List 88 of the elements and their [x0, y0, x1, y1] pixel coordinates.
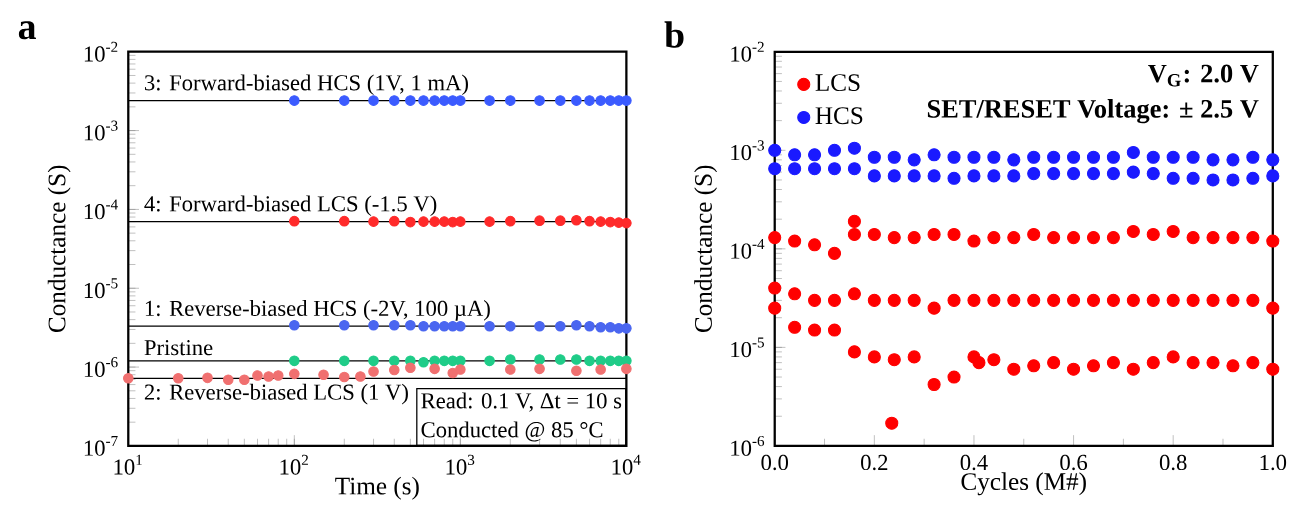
point — [967, 150, 981, 164]
y-tick-label: 10$^{-7}$ — [84, 436, 118, 456]
point — [1226, 153, 1240, 167]
y-tick-label: 10$^{-5}$ — [731, 337, 764, 358]
point — [1126, 145, 1140, 160]
chart-title: b — [664, 21, 684, 48]
point — [867, 150, 881, 164]
y-tick-label: 10$^{-2}$ — [84, 41, 118, 62]
point — [1106, 150, 1120, 164]
y-tick-label: 10$^{-4}$ — [731, 238, 765, 259]
annotation: Read: 0.1 V, Δt = 10 s — [421, 392, 622, 412]
point — [1007, 169, 1021, 183]
y-tick-label: 10$^{-3}$ — [84, 120, 118, 141]
ref-line-label: 1: Reverse-biased HCS (-2V, 100 µA) — [145, 300, 490, 321]
ref-line-label: 3: Forward-biased HCS (1V, 1 mA) — [144, 74, 469, 96]
y-axis-title: Conductance (S) — [694, 165, 718, 333]
y-tick-label: 10$^{-4}$ — [84, 199, 118, 220]
point — [1106, 167, 1120, 181]
annotation: V$_{G}$: 2.0 V — [1148, 64, 1259, 87]
x-tick-label: 0.6 — [1060, 454, 1088, 471]
point — [1086, 167, 1101, 181]
x-axis-title: Time (s) — [335, 476, 419, 500]
point — [887, 169, 901, 183]
annotation: SET/RESET Voltage: ± 2.5 V — [927, 99, 1259, 124]
point — [1166, 150, 1180, 164]
x-tick-label: 1.0 — [1260, 454, 1287, 471]
y-tick-label: 10$^{-6}$ — [731, 435, 765, 456]
x-tick-label: 0.8 — [1159, 454, 1187, 471]
point — [987, 169, 1001, 183]
point — [927, 169, 941, 183]
point — [827, 143, 842, 157]
point — [1086, 150, 1101, 164]
point — [1027, 150, 1041, 164]
point — [1067, 150, 1081, 164]
point — [1246, 171, 1260, 185]
point — [1047, 167, 1061, 181]
point — [1146, 167, 1160, 181]
point — [867, 169, 881, 183]
x-tick-label: 10$^{2}$ — [280, 454, 308, 475]
point — [887, 150, 901, 164]
point — [967, 169, 981, 183]
legend-label: HCS — [815, 107, 863, 125]
x-tick-label: 10$^{1}$ — [114, 454, 142, 475]
point — [1206, 173, 1220, 187]
point — [1186, 171, 1200, 185]
point — [808, 148, 822, 162]
point — [1246, 150, 1260, 164]
ref-line-label: Pristine — [144, 340, 213, 356]
ref-line-label: 2: Reverse-biased LCS (1 V) — [144, 383, 408, 405]
point — [847, 162, 861, 176]
point — [827, 162, 842, 176]
x-tick-label: 0.2 — [861, 454, 888, 471]
point — [1166, 171, 1180, 185]
y-tick-label: 10$^{-5}$ — [84, 278, 118, 299]
point — [1126, 165, 1140, 179]
y-axis-title: Conductance (S) — [47, 165, 71, 333]
point — [768, 143, 782, 157]
legend-label: LCS — [815, 74, 860, 92]
point — [1206, 153, 1220, 167]
point — [947, 171, 961, 185]
point — [1226, 173, 1240, 187]
point — [788, 162, 802, 176]
point — [907, 169, 921, 183]
point — [1067, 167, 1081, 181]
point — [987, 150, 1001, 164]
chart-title: a — [18, 21, 36, 40]
x-axis-title: Cycles (M#) — [961, 472, 1086, 496]
point — [788, 148, 802, 162]
y-tick-label: 10$^{-2}$ — [731, 41, 764, 62]
point — [927, 148, 941, 162]
point — [847, 141, 861, 155]
point — [1027, 167, 1041, 181]
y-tick-label: 10$^{-3}$ — [731, 140, 764, 161]
point — [808, 162, 822, 176]
point — [907, 153, 921, 167]
point — [1047, 150, 1061, 164]
y-tick-label: 10$^{-6}$ — [84, 357, 118, 378]
point — [1146, 150, 1160, 164]
x-tick-label: 10$^{4}$ — [612, 454, 641, 475]
point — [768, 162, 782, 176]
x-tick-label: 10$^{3}$ — [446, 454, 475, 475]
x-tick-label: 0.4 — [960, 454, 988, 471]
ref-line-label: 4: Forward-biased LCS (-1.5 V) — [144, 195, 437, 217]
point — [1186, 150, 1200, 164]
annotation: Conducted @ 85 °C — [421, 421, 603, 442]
point — [1007, 153, 1021, 167]
x-tick-label: 0.0 — [761, 454, 789, 471]
point — [947, 150, 961, 164]
